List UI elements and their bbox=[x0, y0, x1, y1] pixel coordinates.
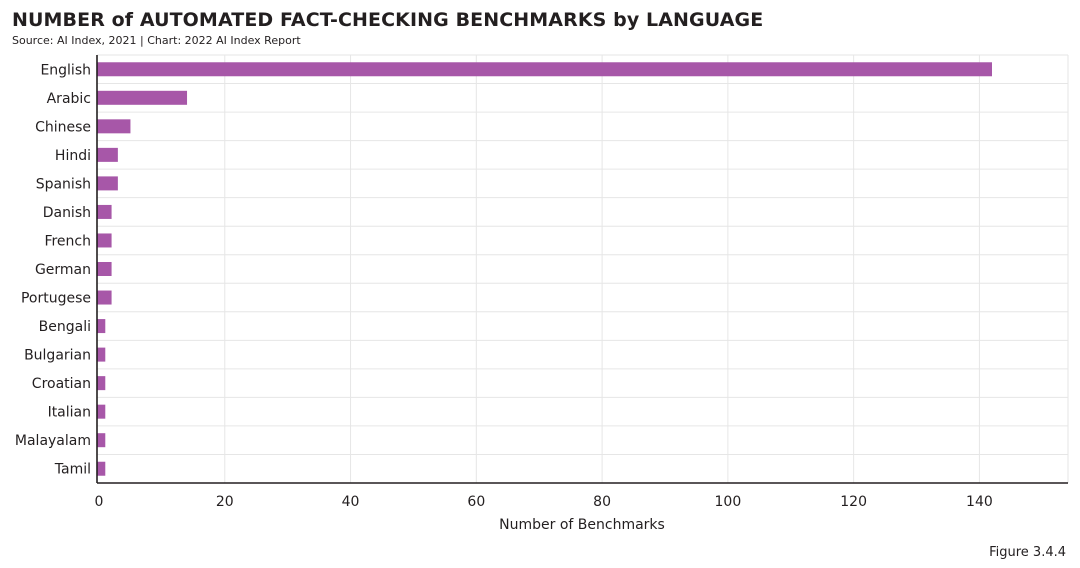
bar-english bbox=[97, 62, 992, 77]
bar-arabic bbox=[97, 90, 188, 105]
bar-chinese bbox=[97, 119, 131, 134]
bar-bengali bbox=[97, 319, 106, 334]
category-label: Portugese bbox=[21, 291, 91, 307]
x-tick-labels: 0 20 40 60 80 100 120 140 bbox=[95, 494, 993, 510]
x-tick-label: 120 bbox=[840, 494, 867, 510]
x-tick-label: 80 bbox=[593, 494, 611, 510]
category-label: Italian bbox=[48, 405, 91, 421]
category-label: Bengali bbox=[39, 319, 91, 335]
chart-title: NUMBER of AUTOMATED FACT-CHECKING BENCHM… bbox=[12, 9, 764, 31]
category-label: French bbox=[44, 233, 91, 249]
category-label: Malayalam bbox=[15, 433, 91, 449]
bars bbox=[97, 62, 992, 476]
category-label: Hindi bbox=[55, 148, 91, 164]
bar-tamil bbox=[97, 461, 106, 476]
category-label: Bulgarian bbox=[24, 348, 91, 364]
category-label: Tamil bbox=[54, 462, 91, 478]
category-label: Arabic bbox=[47, 91, 91, 107]
x-tick-label: 100 bbox=[715, 494, 742, 510]
chart-source: Source: AI Index, 2021 | Chart: 2022 AI … bbox=[12, 34, 301, 47]
bar-french bbox=[97, 233, 112, 248]
bar-italian bbox=[97, 404, 106, 419]
category-label: English bbox=[40, 62, 91, 78]
bar-croatian bbox=[97, 376, 106, 391]
bar-danish bbox=[97, 204, 112, 219]
bar-bulgarian bbox=[97, 347, 106, 362]
category-labels: English Arabic Chinese Hindi Spanish Danish Fr… bbox=[15, 62, 91, 477]
category-label: Croatian bbox=[32, 376, 91, 392]
bar-malayalam bbox=[97, 433, 106, 448]
bar-hindi bbox=[97, 147, 118, 162]
x-tick-label: 0 bbox=[95, 494, 104, 510]
gridlines bbox=[97, 54, 1069, 483]
x-tick-label: 20 bbox=[216, 494, 234, 510]
figure-label: Figure 3.4.4 bbox=[989, 545, 1066, 560]
bar-portugese bbox=[97, 290, 112, 305]
category-label: Danish bbox=[43, 205, 91, 221]
bar-german bbox=[97, 262, 112, 276]
category-label: Chinese bbox=[35, 119, 91, 135]
x-tick-label: 140 bbox=[966, 494, 993, 510]
category-label: Spanish bbox=[36, 176, 91, 192]
x-tick-label: 40 bbox=[342, 494, 360, 510]
category-label: German bbox=[35, 262, 91, 278]
x-axis-title: Number of Benchmarks bbox=[499, 517, 665, 533]
bar-spanish bbox=[97, 176, 118, 191]
x-tick-label: 60 bbox=[467, 494, 485, 510]
